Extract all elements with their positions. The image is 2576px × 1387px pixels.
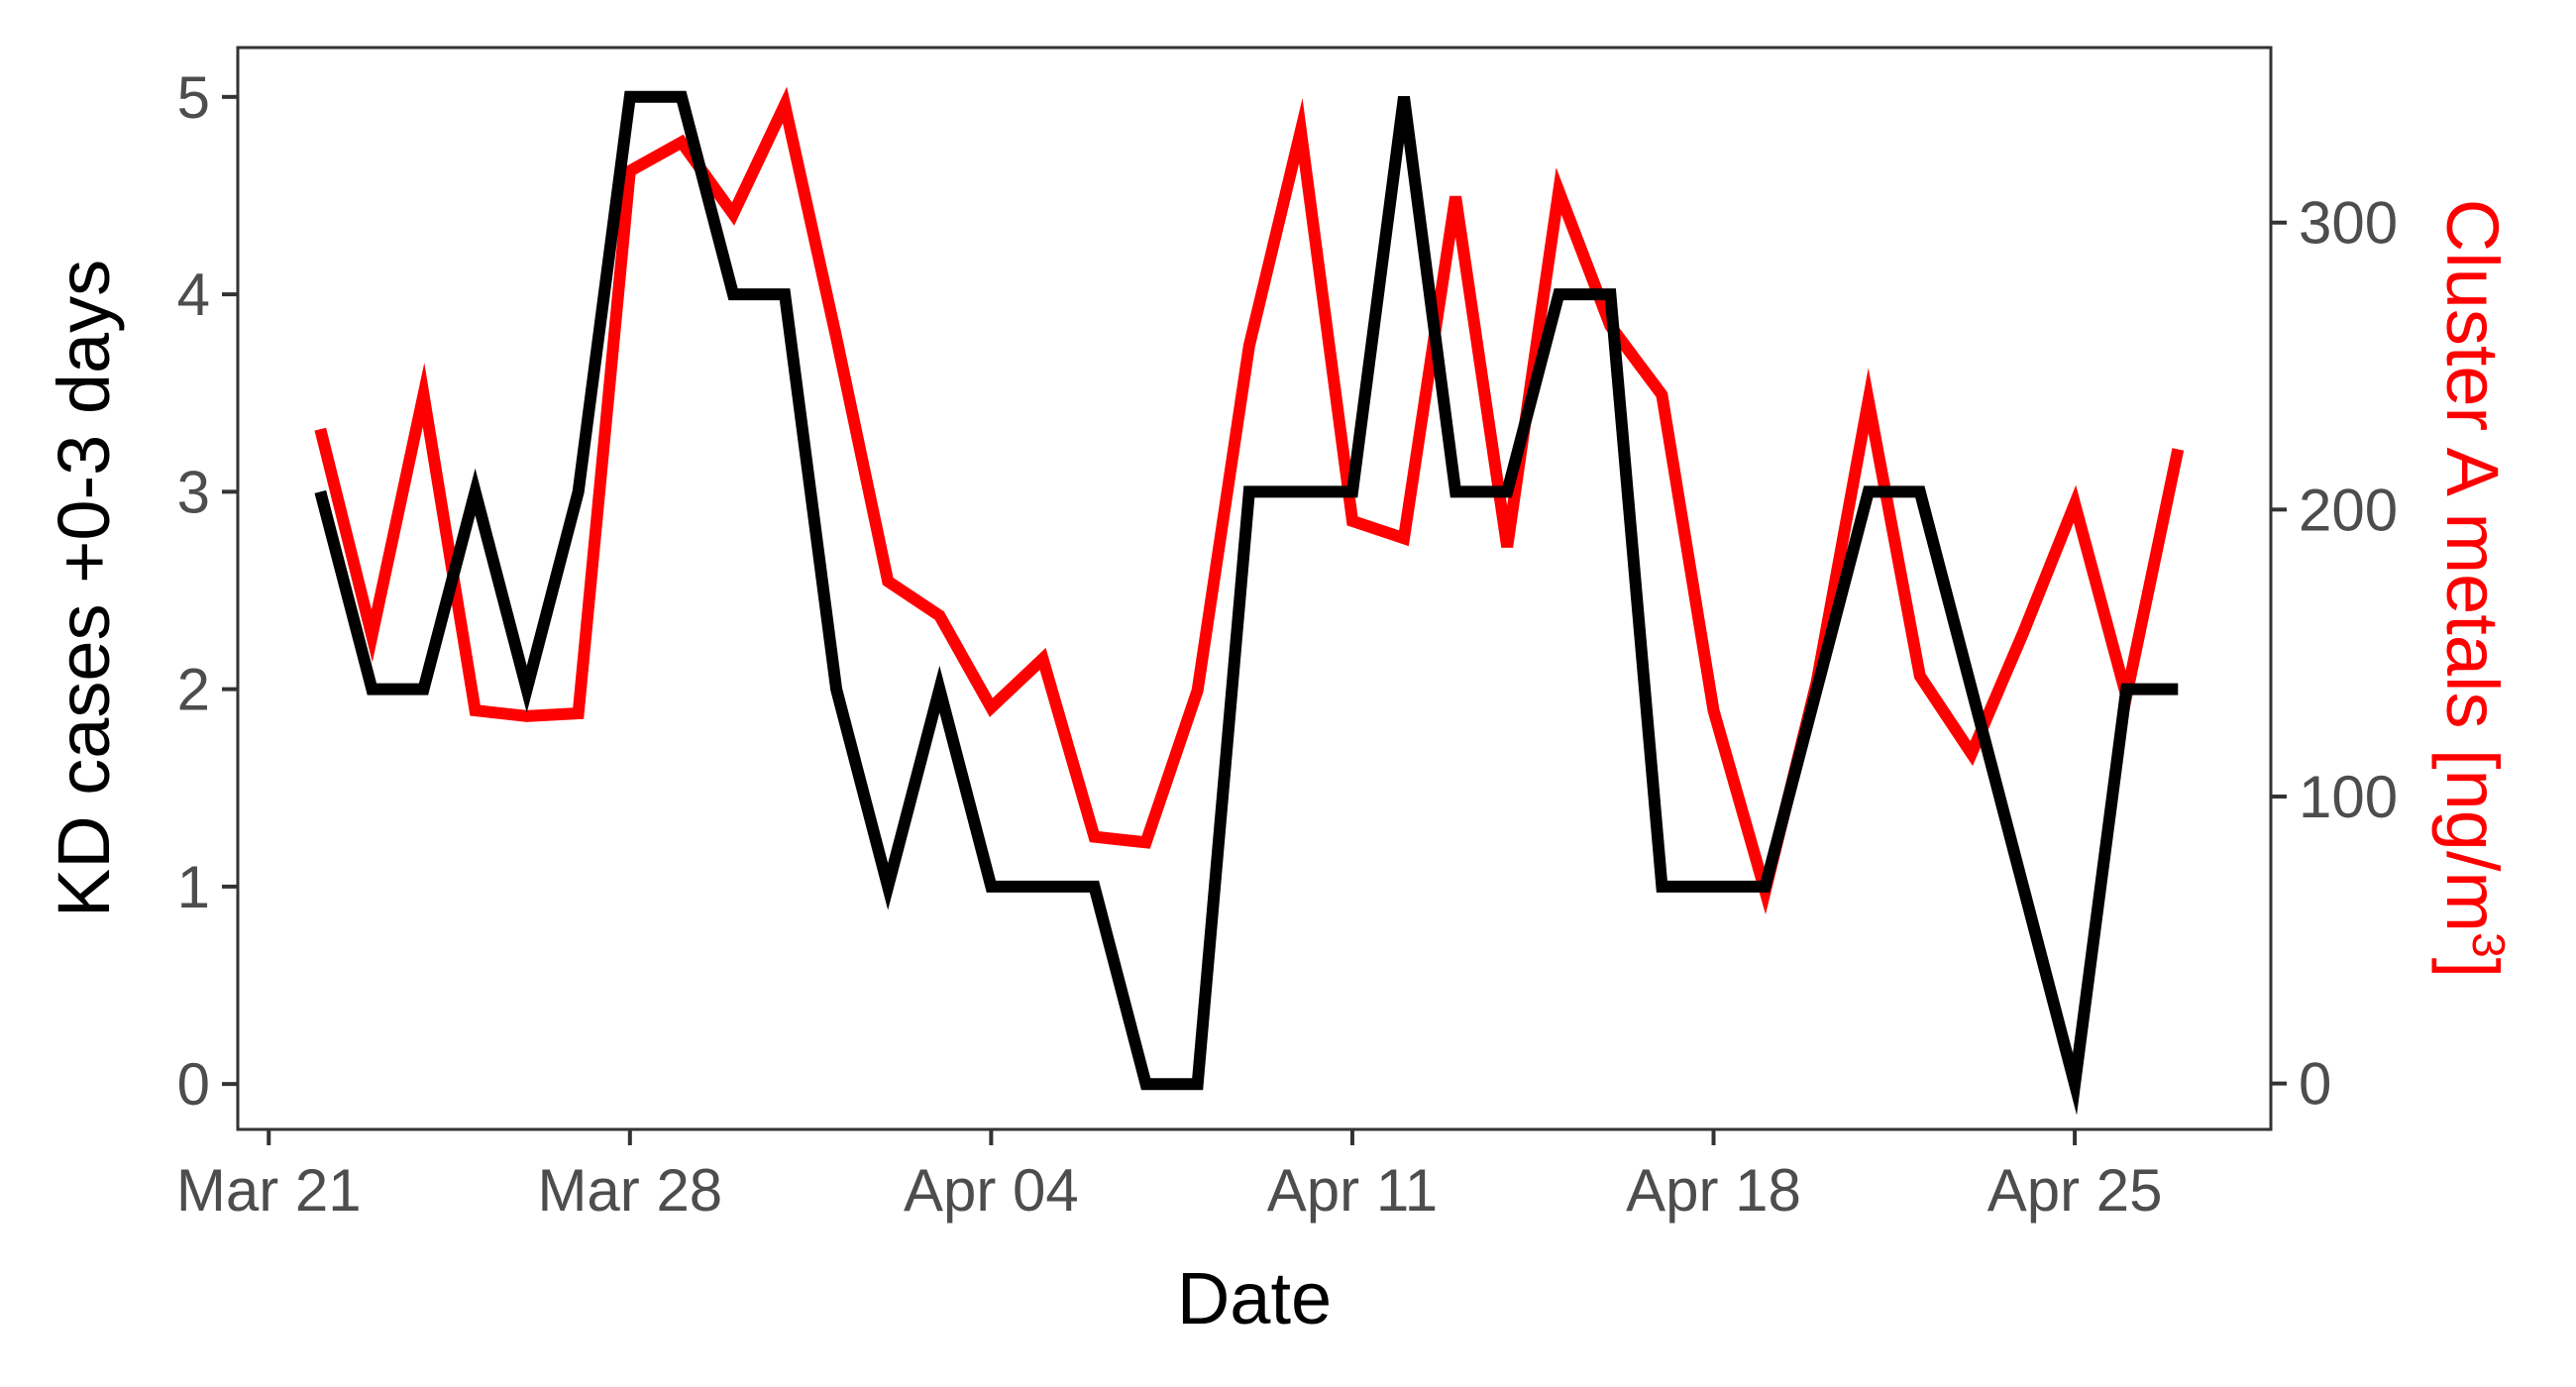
y2-axis-title-main: Cluster A metals [ng/m: [2431, 199, 2514, 932]
x-tick-label: Apr 18: [1626, 1157, 1801, 1224]
y2-tick-label: 100: [2299, 764, 2398, 830]
y-tick-label: 1: [177, 854, 210, 920]
axis-ticks: 0 1 2 3 4 5 0 100 200 300 Mar 21 Mar 28 Apr 04 Apr 11…: [176, 64, 2398, 1224]
y-tick-label: 4: [177, 262, 210, 328]
y-tick-label: 5: [177, 64, 210, 131]
x-tick-label: Apr 04: [904, 1157, 1079, 1224]
cluster-a-metals-line: [314, 86, 2185, 914]
y-tick-label: 3: [177, 459, 210, 525]
y2-axis-title-close: ]: [2431, 958, 2514, 979]
x-axis-title: Date: [1177, 1257, 1332, 1339]
y-tick-label: 2: [177, 657, 210, 723]
y2-tick-label: 0: [2299, 1051, 2331, 1118]
y2-tick-label: 200: [2299, 477, 2398, 543]
x-tick-label: Apr 25: [1987, 1157, 2163, 1224]
y2-tick-label: 300: [2299, 190, 2398, 257]
kd-cases-line: [314, 90, 2179, 1116]
x-tick-label: Mar 28: [537, 1157, 722, 1224]
plot-panel: [236, 46, 2273, 1131]
y2-axis-title-sup: 3: [2463, 932, 2515, 958]
y2-axis-title: Cluster A metals [ng/m3]: [2431, 199, 2515, 978]
series-lines: [314, 86, 2185, 1116]
x-tick-label: Apr 11: [1267, 1157, 1438, 1224]
x-tick-label: Mar 21: [176, 1157, 362, 1224]
y-axis-title: KD cases +0-3 days: [43, 260, 125, 917]
y-tick-label: 0: [177, 1051, 210, 1118]
